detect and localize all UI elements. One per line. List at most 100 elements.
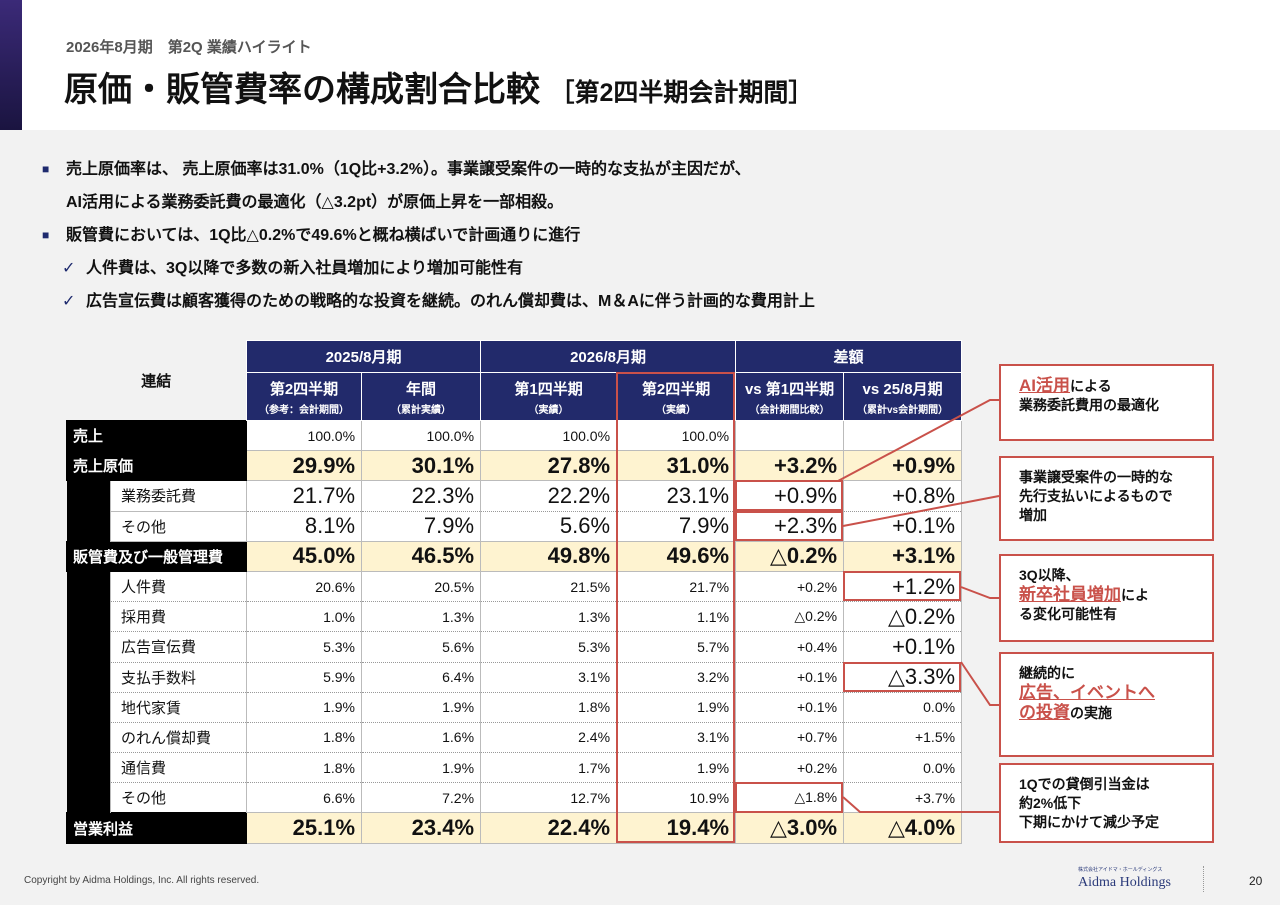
cell: 0.0%: [843, 691, 963, 723]
subtitle: 2026年8月期 第2Q 業績ハイライト: [66, 39, 312, 56]
cell: +2.3%: [735, 510, 845, 542]
bullet-text: 売上原価率は、 売上原価率は31.0%（1Q比+3.2%）。事業譲受案件の一時的…: [66, 161, 751, 178]
callout-text: 広告、イベントへ: [1019, 683, 1155, 702]
separator: [1203, 866, 1204, 892]
connector: [960, 586, 999, 599]
bullet: ✓ 人件費は、3Q以降で多数の新入社員増加により増加可能性有: [62, 253, 815, 284]
column-note: （累計実績）: [391, 404, 452, 416]
cell: 3.1%: [616, 721, 737, 754]
row-label: 広告宣伝費: [109, 631, 248, 663]
callout-line: 業務委託費用の最適化: [1019, 396, 1194, 415]
callout-text: 新卒社員増加: [1019, 585, 1121, 604]
callout-text: の投資: [1019, 703, 1070, 722]
cell: △0.2%: [843, 601, 963, 633]
bullet: ■ 販管費においては、1Q比△0.2%で49.6%と概ね横ばいで計画通りに進行: [42, 220, 815, 251]
cell: 45.0%: [246, 540, 363, 572]
bullet-icon: ✓: [62, 293, 76, 310]
column-note: （実績）: [528, 404, 569, 416]
cell: +3.1%: [843, 540, 963, 572]
title: 原価・販管費率の構成割合比較 ［第2四半期会計期間］: [64, 62, 813, 111]
cell: +0.9%: [735, 480, 845, 512]
column-label: vs 25/8月期: [862, 380, 943, 398]
cell: △1.8%: [735, 782, 845, 814]
cell: +3.2%: [735, 450, 845, 482]
cell: △3.3%: [843, 661, 963, 693]
row: 支払手数料 5.9% 6.4% 3.1% 3.2% +0.1% △3.3%: [66, 661, 963, 693]
cell: +0.1%: [735, 691, 845, 723]
cell: 1.8%: [246, 721, 363, 754]
cell: 12.7%: [480, 782, 618, 814]
row-label: 採用費: [109, 601, 248, 633]
callout-line: 新卒社員増加によ: [1019, 585, 1194, 605]
row: 営業利益 25.1% 23.4% 22.4% 19.4% △3.0% △4.0%: [65, 812, 963, 844]
callout-line: の投資の実施: [1019, 703, 1194, 723]
column-header: 第2四半期 （参考：会計期間）: [246, 372, 363, 421]
logo-small: 株式会社アイドマ・ホールディングス: [1078, 868, 1163, 873]
cell: [735, 419, 845, 452]
cell: +1.5%: [843, 721, 963, 754]
callout-text: 1Qでの貸倒引当金は: [1019, 776, 1150, 792]
row: 人件費 20.6% 20.5% 21.5% 21.7% +0.2% +1.2%: [66, 570, 963, 603]
cell: 19.4%: [616, 812, 737, 844]
bullet-icon: ■: [42, 162, 50, 176]
cell: 1.1%: [616, 601, 737, 633]
column-label: 第2四半期: [269, 380, 339, 398]
cell: 1.3%: [361, 601, 482, 633]
callout-text: 3Q以降、: [1019, 567, 1080, 583]
column-header: vs 第1四半期 （会計期間比較）: [735, 372, 845, 421]
callout-text: による: [1070, 378, 1112, 394]
cell: 5.3%: [246, 631, 363, 663]
cell: 3.1%: [480, 661, 618, 693]
bullet: ■ 売上原価率は、 売上原価率は31.0%（1Q比+3.2%）。事業譲受案件の一時…: [42, 154, 815, 185]
cell: 31.0%: [616, 450, 737, 482]
cell: 6.4%: [361, 661, 482, 693]
indent: [66, 752, 111, 783]
cell: [843, 419, 963, 452]
row: その他 8.1% 7.9% 5.6% 7.9% +2.3% +0.1%: [66, 510, 963, 542]
cell: 3.2%: [616, 661, 737, 693]
row-label: 売上原価: [65, 450, 248, 482]
callout-text: AI活用: [1019, 376, 1070, 395]
row-label: 通信費: [109, 752, 248, 784]
cell: +0.9%: [843, 450, 963, 482]
indent: [66, 692, 111, 723]
cell: +0.8%: [843, 480, 963, 512]
cell: +1.2%: [843, 570, 963, 603]
cell: 5.3%: [480, 631, 618, 663]
bullets: ■ 売上原価率は、 売上原価率は31.0%（1Q比+3.2%）。事業譲受案件の一時…: [42, 154, 815, 319]
indent: [66, 571, 111, 602]
row-label: 営業利益: [65, 812, 248, 844]
cell: 30.1%: [361, 450, 482, 482]
cell: 7.9%: [361, 510, 482, 542]
column-header: 第1四半期 （実績）: [480, 372, 618, 421]
callout-line: 事業譲受案件の一時的な: [1019, 468, 1194, 487]
cell: 29.9%: [246, 450, 363, 482]
cell: +0.1%: [735, 661, 845, 693]
title-main: 原価・販管費率の構成割合比較: [64, 71, 540, 109]
indent: [66, 480, 111, 512]
cell: 1.9%: [616, 752, 737, 784]
row: 通信費 1.8% 1.9% 1.7% 1.9% +0.2% 0.0%: [66, 752, 963, 784]
cell: +0.2%: [735, 752, 845, 784]
cell: 1.7%: [480, 752, 618, 784]
header: 2026年8月期 第2Q 業績ハイライト 原価・販管費率の構成割合比較 ［第2四…: [0, 0, 1280, 130]
cell: 5.6%: [480, 510, 618, 542]
column-note: （参考：会計期間）: [259, 404, 350, 416]
row: 販管費及び一般管理費 45.0% 46.5% 49.8% 49.6% △0.2% +3.1%: [65, 540, 963, 572]
copyright: Copyright by Aidma Holdings, Inc. All ri…: [24, 875, 260, 886]
cell: 27.8%: [480, 450, 618, 482]
row-label: 業務委託費: [109, 480, 248, 512]
cell: 7.2%: [361, 782, 482, 814]
cell: 100.0%: [361, 419, 482, 452]
cell: 100.0%: [616, 419, 737, 452]
callout: 1Qでの貸倒引当金は 約2%低下 下期にかけて減少予定: [999, 763, 1214, 843]
cell: +3.7%: [843, 782, 963, 814]
column-header: 年間 （累計実績）: [361, 372, 482, 421]
cell: +0.4%: [735, 631, 845, 663]
bullet: ✓ 広告宣伝費は顧客獲得のための戦略的な投資を継続。のれん償却費は、M＆Aに伴う計…: [62, 286, 815, 317]
callout: 事業譲受案件の一時的な 先行支払いによるもので 増加: [999, 456, 1214, 541]
callout-text: の実施: [1070, 705, 1112, 721]
bullet-text: 人件費は、3Q以降で多数の新入社員増加により増加可能性有: [86, 260, 524, 277]
callout-text: 下期にかけて減少予定: [1019, 814, 1159, 830]
indent: [66, 601, 111, 632]
